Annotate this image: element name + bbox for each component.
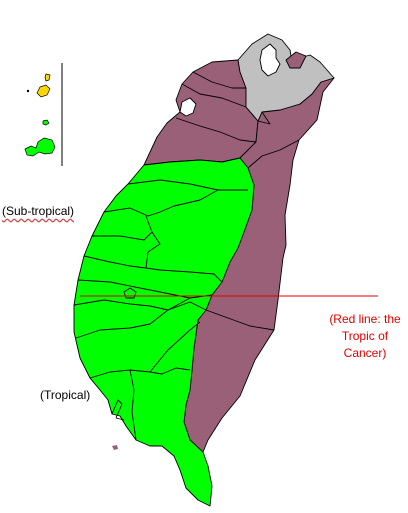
border-kaohsiung-inner — [129, 369, 137, 441]
island-matsu-small — [26, 89, 30, 93]
island-matsu-main — [36, 84, 51, 98]
border-taipei-yilan — [257, 111, 271, 125]
border-hualien-taitung — [205, 309, 275, 331]
region-hsinchu-city — [179, 97, 197, 117]
taiwan-main-island — [73, 33, 335, 507]
border-changhua — [92, 231, 161, 271]
island-liuqiu — [112, 445, 118, 450]
border-yilan-hualien — [247, 139, 300, 169]
coast-detail-kaohsiung — [111, 399, 125, 421]
border-taoyuan — [192, 71, 246, 89]
region-keelung — [285, 51, 307, 69]
island-kinmen-main — [24, 137, 56, 157]
island-kinmen-small — [42, 119, 50, 126]
border-taichung-inner — [103, 189, 219, 217]
island-matsu-north — [44, 73, 51, 82]
border-pingtung — [149, 367, 191, 375]
label-tropical: (Tropical) — [40, 388, 91, 402]
label-tropic-note: (Red line: the Tropic of Cancer) — [329, 312, 401, 360]
border-hsinchu — [181, 83, 247, 108]
offshore-islands — [24, 63, 63, 166]
border-nantou — [159, 269, 223, 283]
border-nantou-west — [145, 215, 153, 233]
border-chiayi-city-ring — [123, 287, 137, 299]
border-tainan — [75, 301, 207, 339]
region-west-green — [73, 157, 255, 507]
border-chiayi-inner — [73, 297, 191, 311]
label-subtropical: (Sub-tropical) — [2, 204, 75, 218]
region-taipei-inner — [259, 43, 281, 77]
border-miaoli — [175, 117, 257, 143]
border-yunlin — [83, 255, 147, 269]
border-miaoli-taichung — [127, 179, 248, 191]
border-chiayi — [77, 279, 213, 299]
